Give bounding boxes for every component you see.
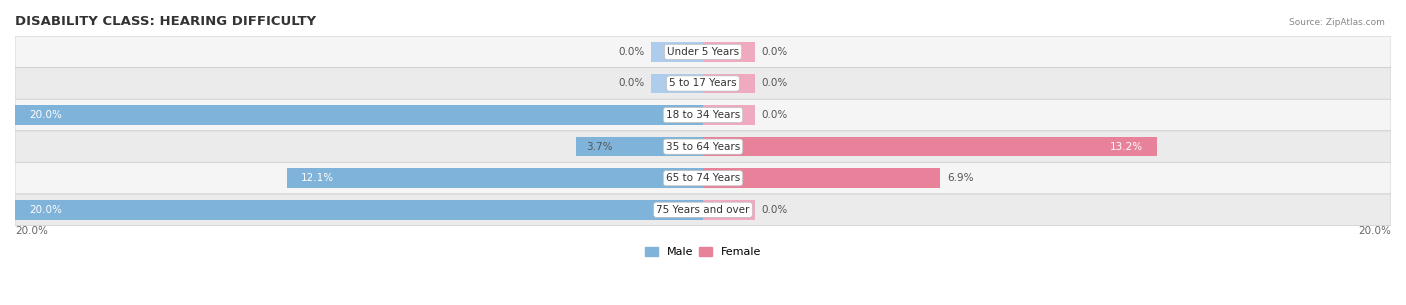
Bar [703,200,755,220]
FancyBboxPatch shape [15,36,1391,68]
Bar [703,74,755,93]
Bar [287,168,703,188]
Bar [15,200,703,220]
Text: 18 to 34 Years: 18 to 34 Years [666,110,740,120]
Text: 20.0%: 20.0% [15,226,48,236]
Text: 13.2%: 13.2% [1111,142,1143,152]
Text: 0.0%: 0.0% [762,205,787,215]
Bar [703,105,755,125]
Text: 0.0%: 0.0% [762,78,787,88]
Text: 3.7%: 3.7% [586,142,613,152]
Text: Source: ZipAtlas.com: Source: ZipAtlas.com [1289,18,1385,27]
Text: 12.1%: 12.1% [301,173,333,183]
Bar [703,137,1157,156]
FancyBboxPatch shape [15,131,1391,163]
FancyBboxPatch shape [15,68,1391,99]
Text: DISABILITY CLASS: HEARING DIFFICULTY: DISABILITY CLASS: HEARING DIFFICULTY [15,15,316,28]
Bar [651,74,703,93]
FancyBboxPatch shape [15,99,1391,131]
Text: 20.0%: 20.0% [28,205,62,215]
Text: 75 Years and over: 75 Years and over [657,205,749,215]
Bar [15,105,703,125]
Bar [575,137,703,156]
FancyBboxPatch shape [15,163,1391,194]
FancyBboxPatch shape [15,194,1391,226]
Bar [703,42,755,62]
Text: 20.0%: 20.0% [28,110,62,120]
Bar [703,168,941,188]
Text: 5 to 17 Years: 5 to 17 Years [669,78,737,88]
Text: 0.0%: 0.0% [619,47,644,57]
Text: 0.0%: 0.0% [762,47,787,57]
Text: 6.9%: 6.9% [948,173,974,183]
Legend: Male, Female: Male, Female [640,242,766,262]
Text: 35 to 64 Years: 35 to 64 Years [666,142,740,152]
Text: 20.0%: 20.0% [1358,226,1391,236]
Text: 0.0%: 0.0% [619,78,644,88]
Bar [651,42,703,62]
Text: 0.0%: 0.0% [762,110,787,120]
Text: 65 to 74 Years: 65 to 74 Years [666,173,740,183]
Text: Under 5 Years: Under 5 Years [666,47,740,57]
